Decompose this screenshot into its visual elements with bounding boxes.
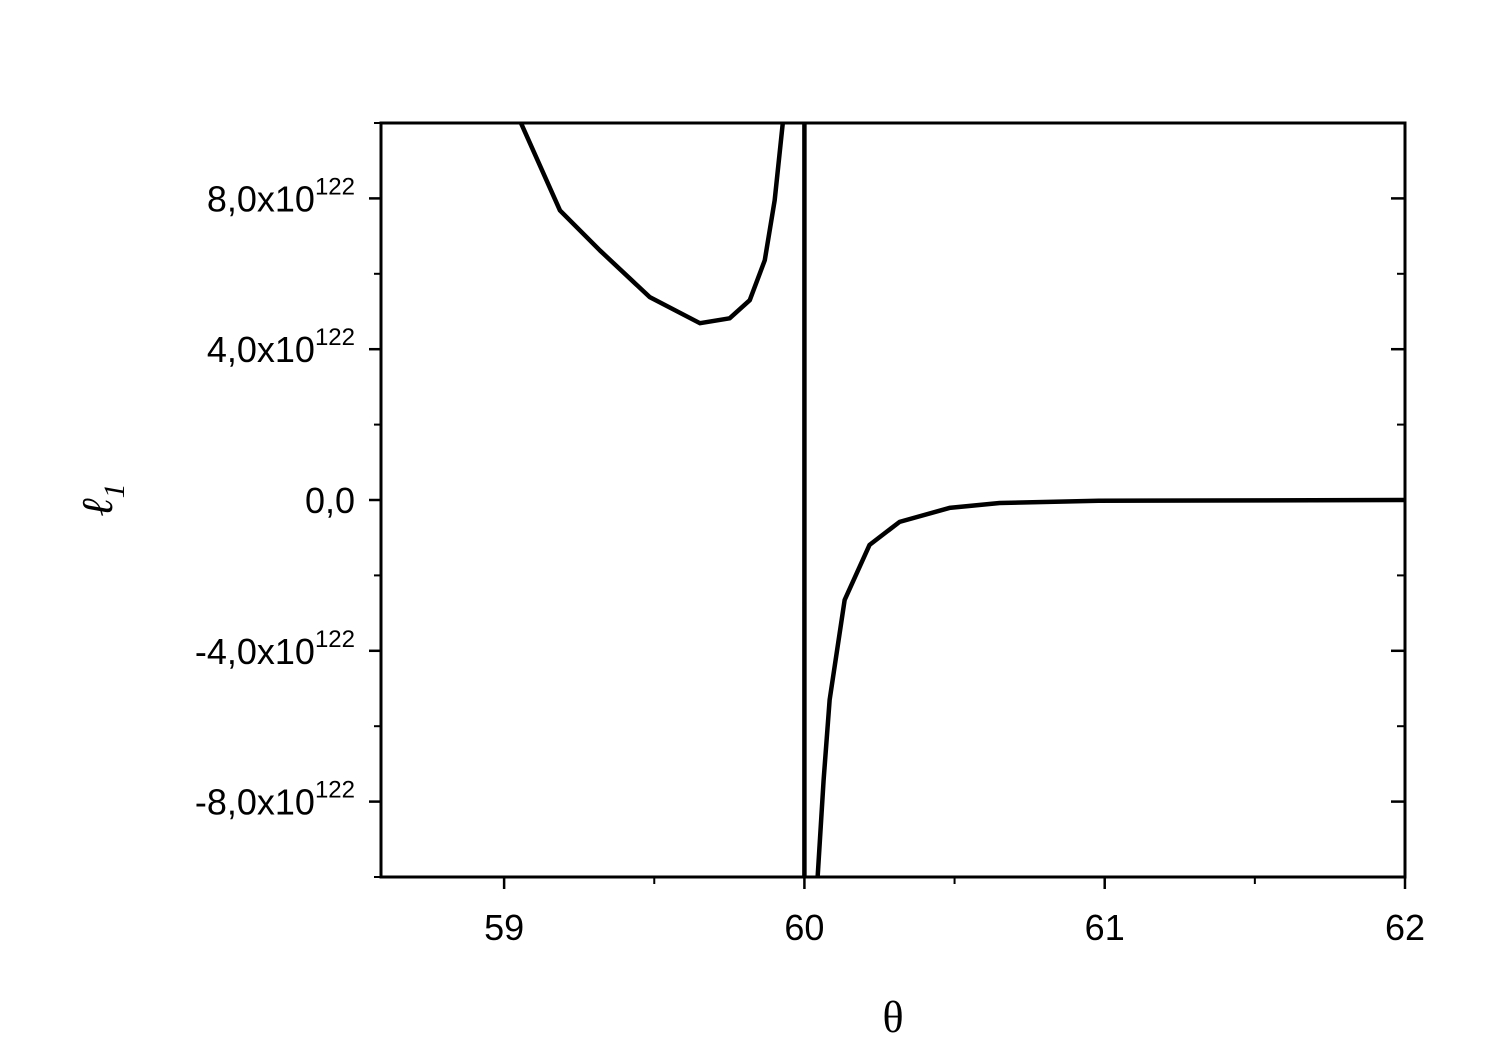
y-tick-label-text: 0,0 (305, 480, 355, 521)
data-line (518, 123, 1405, 877)
y-tick-label-text: -8,0x10 (195, 782, 315, 823)
y-tick-label-exponent: 122 (315, 324, 355, 351)
x-tick-label: 59 (484, 907, 524, 948)
y-tick-label-text: 8,0x10 (207, 178, 315, 219)
y-tick-label: -8,0x10122 (195, 777, 355, 823)
y-tick-label: 4,0x10122 (207, 324, 355, 370)
y-tick-label: 8,0x10122 (207, 173, 355, 219)
y-tick-label: 0,0 (305, 480, 355, 521)
x-tick-label: 61 (1085, 907, 1125, 948)
x-tick-label: 60 (784, 907, 824, 948)
y-axis-label-main: ℓ (73, 498, 122, 517)
y-axis-label-sub: 1 (98, 483, 131, 498)
y-tick-label-exponent: 122 (315, 777, 355, 804)
y-tick-label-exponent: 122 (315, 626, 355, 653)
x-axis-label: θ (882, 993, 903, 1042)
y-tick-label-text: 4,0x10 (207, 329, 315, 370)
y-tick-label-exponent: 122 (315, 173, 355, 200)
y-tick-label: -4,0x10122 (195, 626, 355, 672)
x-tick-label: 62 (1385, 907, 1425, 948)
y-tick-label-text: -4,0x10 (195, 631, 315, 672)
y-axis-label: ℓ1 (73, 483, 131, 516)
